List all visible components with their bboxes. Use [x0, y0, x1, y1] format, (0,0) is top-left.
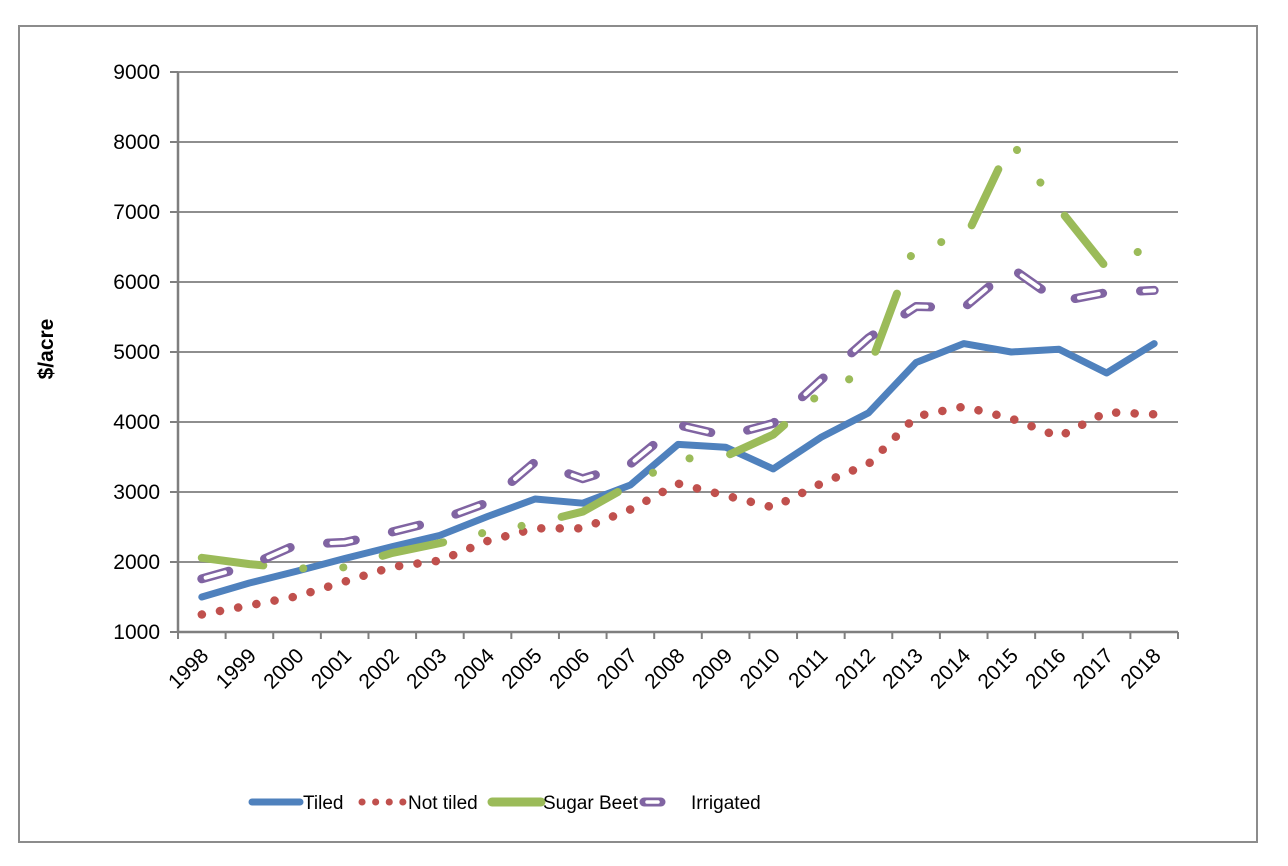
series-line-sugar-beet	[197, 138, 1159, 573]
y-tick-label: 7000	[113, 201, 160, 224]
legend-label-sugar-beet: Sugar Beet	[543, 793, 639, 814]
legend-label-not-tiled: Not tiled	[408, 793, 478, 814]
legend: Tiled Not tiled Sugar Beet Irrigated	[248, 793, 761, 814]
series-line-not-tiled	[197, 402, 1159, 619]
legend-label-irrigated: Irrigated	[691, 793, 761, 814]
y-tick-label: 1000	[113, 621, 160, 644]
y-tick-label: 6000	[113, 271, 160, 294]
y-tick-label: 8000	[113, 131, 160, 154]
y-tick-label: 3000	[113, 481, 160, 504]
y-tick-label: 5000	[113, 341, 160, 364]
y-tick-label: 9000	[113, 61, 160, 84]
y-axis-title: $/acre	[35, 318, 58, 380]
y-tick-label: 4000	[113, 411, 160, 434]
chart-border	[18, 25, 1258, 843]
legend-label-tiled: Tiled	[303, 793, 343, 814]
series-line-tiled	[198, 340, 1158, 601]
y-tick-label: 2000	[113, 551, 160, 574]
